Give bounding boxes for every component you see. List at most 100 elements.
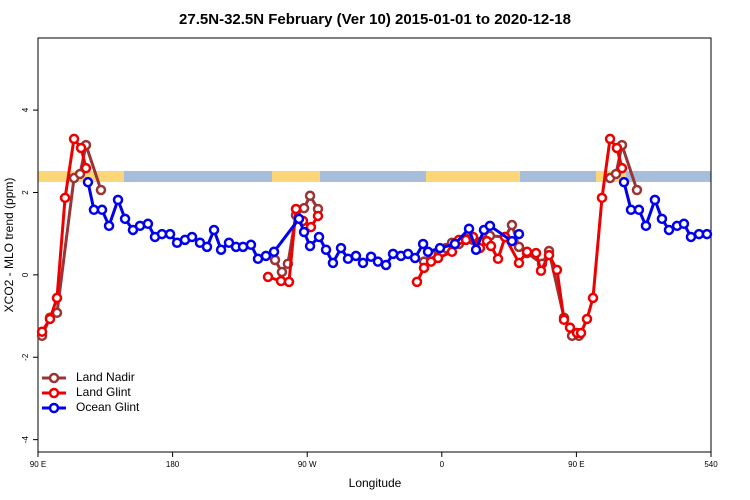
- data-point: [335, 242, 347, 254]
- data-point: [434, 242, 446, 254]
- data-point: [506, 219, 518, 231]
- data-point: [506, 235, 518, 247]
- legend-label: Land Glint: [76, 385, 131, 399]
- land-strip: [426, 171, 520, 182]
- x-tick-label: 90 E: [30, 460, 46, 469]
- data-point: [484, 220, 496, 232]
- series-line: [40, 137, 624, 335]
- data-point: [663, 224, 675, 236]
- legend-marker: [48, 372, 60, 384]
- data-point: [631, 184, 643, 196]
- data-point: [685, 231, 697, 243]
- data-point: [36, 326, 48, 337]
- data-point: [365, 251, 377, 262]
- data-point: [260, 250, 272, 262]
- data-point: [245, 239, 257, 251]
- x-tick-label: 90 E: [568, 460, 584, 469]
- data-point: [618, 176, 630, 188]
- data-point: [68, 133, 80, 145]
- data-point: [530, 247, 542, 259]
- data-point: [215, 244, 227, 255]
- data-point: [551, 264, 563, 276]
- data-point: [543, 249, 555, 261]
- data-point: [103, 220, 115, 232]
- data-point: [535, 265, 547, 276]
- legend-label: Ocean Glint: [76, 400, 140, 414]
- data-point: [327, 257, 339, 269]
- data-point: [119, 213, 131, 225]
- data-point: [409, 252, 421, 264]
- data-point: [298, 226, 310, 238]
- data-point: [701, 228, 713, 240]
- data-point: [485, 240, 497, 252]
- data-point: [596, 192, 608, 204]
- data-point: [312, 210, 324, 222]
- data-point: [513, 241, 525, 253]
- data-point: [611, 142, 623, 154]
- data-point: [276, 266, 288, 278]
- x-tick-label: 90 W: [298, 460, 317, 469]
- data-point: [75, 142, 87, 154]
- y-tick-label: 2: [21, 190, 30, 195]
- data-point: [59, 192, 71, 204]
- data-point: [649, 194, 661, 206]
- data-point: [418, 262, 430, 274]
- data-point: [112, 194, 124, 206]
- data-point: [640, 220, 652, 232]
- data-point: [422, 246, 434, 258]
- data-point: [293, 213, 305, 225]
- data-point: [350, 250, 362, 262]
- data-point: [616, 162, 628, 174]
- plot-frame: [37, 37, 712, 453]
- data-point: [380, 259, 392, 271]
- data-point: [633, 204, 645, 216]
- data-point: [558, 314, 570, 326]
- data-point: [411, 276, 423, 288]
- data-point: [432, 252, 444, 264]
- data-point: [304, 190, 316, 202]
- data-point: [88, 204, 100, 216]
- data-point: [449, 238, 461, 250]
- data-point: [575, 327, 587, 339]
- data-point: [95, 184, 107, 196]
- data-point: [74, 168, 86, 180]
- data-point: [470, 244, 482, 255]
- data-point: [305, 221, 317, 233]
- data-point: [51, 292, 63, 304]
- data-point: [268, 246, 280, 258]
- data-point: [463, 223, 475, 234]
- land-strip: [272, 171, 320, 182]
- data-point: [581, 313, 593, 325]
- data-point: [82, 176, 94, 188]
- data-point: [564, 322, 576, 333]
- y-tick-label: 4: [21, 107, 30, 112]
- data-point: [298, 202, 310, 214]
- data-point: [678, 218, 690, 230]
- data-point: [304, 240, 316, 252]
- data-point: [201, 241, 213, 253]
- y-tick-label: -2: [21, 353, 30, 361]
- data-point: [142, 218, 154, 230]
- y-axis-label: XCO2 - MLO trend (ppm): [2, 178, 16, 313]
- data-point: [156, 228, 168, 240]
- data-point: [521, 246, 533, 258]
- data-point: [610, 168, 622, 180]
- data-point: [587, 292, 599, 304]
- data-point: [164, 228, 176, 240]
- legend-marker: [48, 387, 60, 399]
- y-tick-label: 0: [21, 272, 30, 277]
- legend-marker: [48, 402, 60, 414]
- y-tick-label: -4: [21, 436, 30, 444]
- data-point: [656, 213, 668, 225]
- data-point: [44, 313, 56, 325]
- data-point: [313, 231, 325, 243]
- data-point: [290, 203, 302, 215]
- data-point: [372, 256, 384, 267]
- x-tick-label: 0: [440, 460, 445, 469]
- data-point: [269, 254, 281, 266]
- x-axis-label: Longitude: [349, 476, 402, 490]
- data-point: [283, 276, 295, 288]
- chart-title: 27.5N-32.5N February (Ver 10) 2015-01-01…: [179, 11, 571, 28]
- data-point: [492, 253, 504, 265]
